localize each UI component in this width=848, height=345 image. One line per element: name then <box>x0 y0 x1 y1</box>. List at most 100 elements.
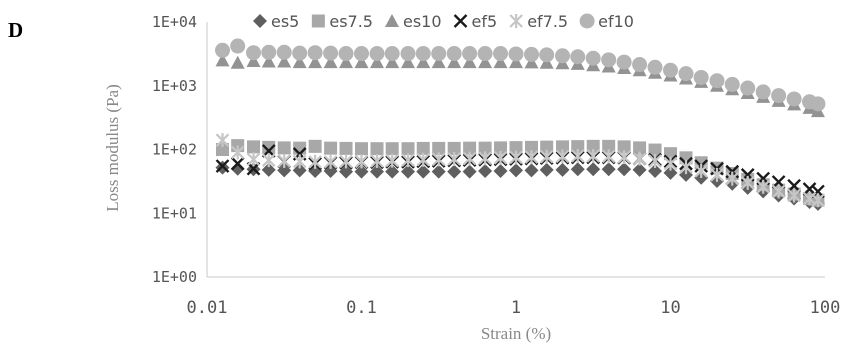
data-point <box>786 91 802 107</box>
data-point <box>230 38 246 54</box>
series-es10 <box>215 53 825 118</box>
data-point <box>478 141 492 155</box>
data-point <box>555 149 570 164</box>
data-point <box>709 73 725 89</box>
data-point <box>508 46 524 62</box>
data-point <box>556 140 570 154</box>
x-tick-label: 1 <box>511 298 521 318</box>
data-point <box>740 175 755 190</box>
data-point <box>230 161 245 176</box>
legend-label: es7.5 <box>329 12 373 31</box>
x-tick-label: 10 <box>660 298 680 318</box>
data-point <box>415 46 431 62</box>
data-point <box>478 151 492 166</box>
data-point <box>632 151 647 166</box>
data-point <box>215 42 231 58</box>
data-point <box>432 141 446 155</box>
data-point <box>416 141 430 155</box>
data-point <box>385 164 400 179</box>
axes <box>206 22 825 278</box>
data-point <box>370 142 384 156</box>
data-point <box>385 142 399 156</box>
data-point <box>292 55 307 69</box>
data-point <box>494 141 508 155</box>
data-point <box>385 153 399 168</box>
data-point <box>246 45 262 61</box>
data-point <box>401 142 415 156</box>
data-point <box>509 150 523 165</box>
data-point <box>277 141 291 155</box>
data-point <box>493 150 508 165</box>
data-point <box>216 143 230 156</box>
data-point <box>370 164 385 179</box>
data-point <box>810 96 826 112</box>
data-point <box>694 163 708 178</box>
data-point <box>601 149 616 164</box>
x-tick-label: 0.1 <box>346 298 377 318</box>
data-point <box>648 143 662 157</box>
legend-label: es5 <box>271 12 299 31</box>
data-point <box>493 46 509 62</box>
data-point <box>601 162 616 177</box>
data-point <box>740 80 756 96</box>
series-ef7-5 <box>215 133 825 208</box>
data-point <box>570 162 585 177</box>
legend: es5 es7.5 es10 ef5 ef7.5 ef10 <box>253 12 634 31</box>
data-point <box>478 163 493 178</box>
data-point <box>416 164 431 179</box>
data-point <box>663 62 678 78</box>
legend-item: es10 <box>384 12 442 31</box>
data-point <box>401 164 416 179</box>
legend-item: ef10 <box>579 12 634 31</box>
data-point <box>617 150 631 165</box>
data-point <box>431 164 446 179</box>
data-point <box>724 76 740 92</box>
data-point <box>431 55 446 69</box>
data-point <box>601 52 617 68</box>
data-point <box>633 141 647 155</box>
data-point <box>401 55 416 69</box>
data-point <box>277 54 292 68</box>
legend-marker <box>253 14 267 28</box>
data-point <box>447 55 462 69</box>
data-point <box>602 139 616 153</box>
data-point <box>338 46 354 62</box>
data-point <box>787 188 801 203</box>
data-point <box>339 141 353 155</box>
legend-marker <box>579 13 595 29</box>
data-point <box>215 53 230 67</box>
x-tick-label: 100 <box>810 298 841 318</box>
data-point <box>478 55 493 69</box>
data-point <box>539 149 554 164</box>
data-point <box>416 152 431 167</box>
data-point <box>416 55 431 69</box>
data-point <box>339 154 353 169</box>
data-point <box>277 163 292 178</box>
data-point <box>647 59 663 75</box>
data-point <box>354 164 369 179</box>
legend-label: ef10 <box>598 12 634 31</box>
data-point <box>632 57 648 73</box>
data-point <box>261 162 276 177</box>
data-point <box>369 46 385 62</box>
data-point <box>247 140 261 154</box>
legend-label: es10 <box>403 12 442 31</box>
data-point <box>571 140 585 154</box>
legend-item: ef5 <box>453 12 497 31</box>
data-point <box>400 46 416 62</box>
data-point <box>308 139 322 153</box>
data-point <box>277 154 291 169</box>
legend-item: ef7.5 <box>509 12 568 31</box>
series-ef10 <box>215 38 826 112</box>
data-point <box>725 171 740 186</box>
data-point <box>493 55 508 69</box>
data-point <box>710 167 724 182</box>
data-point <box>323 55 338 69</box>
data-point <box>586 139 600 153</box>
data-point <box>384 46 400 62</box>
data-point <box>324 141 338 155</box>
data-point <box>679 160 693 175</box>
data-point <box>292 163 307 178</box>
data-point <box>586 149 600 164</box>
